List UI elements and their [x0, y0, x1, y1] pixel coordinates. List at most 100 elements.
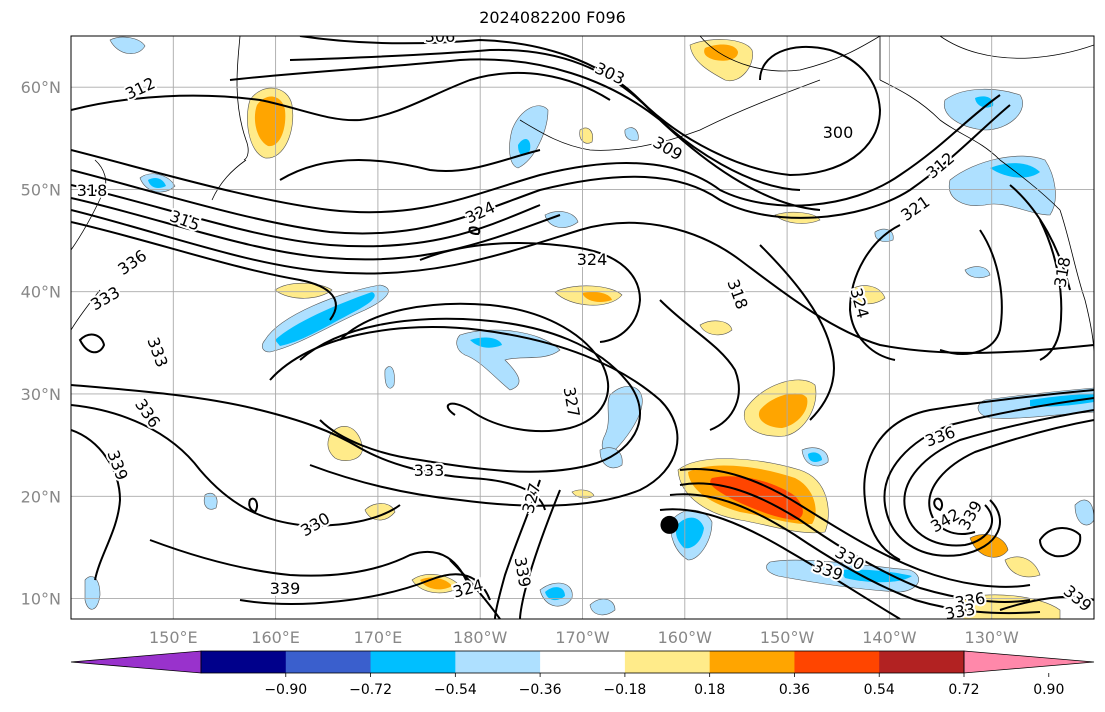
colorbar-segment: [624, 651, 711, 673]
contour-line: [939, 229, 1003, 355]
lon-tick-label: 160°W: [658, 628, 713, 647]
colorbar-segment: [370, 651, 456, 673]
coastlines: [71, 36, 1094, 356]
coastline: [879, 79, 1061, 211]
shade-patch: [582, 291, 612, 302]
storm-center-marker: [660, 515, 679, 534]
lat-tick-label: 20°N: [21, 487, 61, 506]
shade-patch: [544, 211, 579, 228]
contour-line: [659, 299, 740, 431]
lon-tick-label: 170°E: [354, 628, 403, 647]
shade-patch: [990, 163, 1040, 178]
coastline: [699, 36, 881, 72]
shade-patch: [470, 337, 502, 348]
coastline: [236, 36, 249, 161]
shade-patch: [84, 576, 101, 610]
contour-line: [339, 302, 610, 433]
contour-label: 339: [270, 579, 301, 598]
contour-line: [299, 317, 641, 473]
colorbar-tick-label: −0.72: [349, 682, 392, 698]
shade-patch: [1030, 394, 1094, 407]
contour-line: [71, 221, 337, 321]
contour-line: [449, 559, 501, 619]
contour-line: [71, 384, 546, 511]
contour-label: 306: [425, 27, 456, 46]
shade-patch: [943, 88, 1023, 131]
shade-patch: [849, 285, 886, 305]
colorbar-segment: [455, 651, 541, 673]
shade-patch: [766, 559, 919, 593]
contour-label: 300: [823, 123, 854, 142]
contour-line: [999, 595, 1094, 611]
colorbar-frame: [200, 650, 965, 674]
contour-line: [71, 197, 561, 261]
coastline: [211, 159, 247, 201]
contour-line: [279, 149, 541, 181]
contour-line: [239, 573, 491, 605]
lon-tick-label: 170°W: [555, 628, 610, 647]
contour-line: [848, 224, 901, 361]
colorbar-segment: [285, 651, 372, 673]
colorbar-tick-label: −0.90: [264, 682, 307, 698]
shade-patch: [1074, 499, 1094, 526]
lon-tick-label: 140°W: [862, 628, 917, 647]
contour-line: [71, 184, 541, 248]
shade-patch: [509, 105, 549, 169]
isentropic-contours: [71, 36, 1094, 619]
contour-line: [149, 539, 471, 591]
contour-line: [229, 58, 821, 211]
shade-patch: [148, 178, 166, 188]
coastline: [71, 289, 101, 331]
colorbar-tick-label: −0.18: [603, 682, 646, 698]
shade-patch: [109, 36, 146, 54]
shade-patch: [274, 282, 333, 299]
colorbar-segment: [879, 651, 965, 673]
colorbar-tick-label: 0.72: [948, 682, 979, 698]
contour-line: [669, 493, 1041, 615]
axis-labels: 60°N 50°N 40°N 30°N 20°N 10°N 150°E 160°E 170°E 1…: [21, 78, 1019, 647]
lon-tick-label: 160°E: [251, 628, 300, 647]
contour-line: [71, 94, 1001, 214]
figure-title: 2024082200 F096: [479, 8, 626, 27]
lon-tick-label: 150°E: [149, 628, 198, 647]
lat-tick-label: 10°N: [21, 590, 61, 609]
colorbar-tick-label: 0.18: [694, 682, 725, 698]
colorbar-segment: [540, 651, 626, 673]
lat-tick-label: 40°N: [21, 283, 61, 302]
contour-line: [679, 482, 1031, 603]
shade-patch: [384, 366, 395, 389]
contour-line: [71, 104, 1011, 235]
contour-line: [933, 497, 944, 512]
contour-line: [71, 404, 401, 527]
colorbar-segment: [201, 651, 287, 673]
lon-tick-label: 150°W: [760, 628, 815, 647]
contour-line: [883, 397, 1094, 557]
colorbar-segment: [709, 651, 795, 673]
contour-label: 318: [77, 181, 108, 200]
contour-line: [494, 479, 541, 619]
contour-line: [289, 48, 801, 191]
shade-patch: [203, 492, 218, 510]
contour-line: [1039, 219, 1063, 361]
shade-patch: [518, 138, 531, 156]
contour-line: [248, 497, 259, 514]
gridlines: [71, 36, 1094, 619]
shade-patch: [808, 452, 822, 462]
map-plot-area: 3123183153363333333363393033093003123213…: [70, 27, 1095, 623]
shade-patch: [545, 587, 565, 601]
contour-line: [928, 419, 1094, 535]
colorbar: −0.90 −0.72 −0.54 −0.36 −0.18 0.18 0.36 0.54 0.7…: [70, 650, 1095, 698]
contour-line: [71, 209, 1094, 354]
contour-label: 333: [943, 599, 976, 623]
shade-patch: [758, 393, 808, 428]
shade-patch: [624, 127, 639, 141]
shade-patch: [1004, 556, 1041, 578]
lon-tick-label: 180°W: [453, 628, 508, 647]
shade-patch: [676, 517, 704, 549]
contour-line: [903, 409, 1094, 547]
colorbar-tick-label: 0.54: [864, 682, 895, 698]
shade-patch: [589, 598, 616, 616]
contour-line: [1038, 527, 1082, 558]
